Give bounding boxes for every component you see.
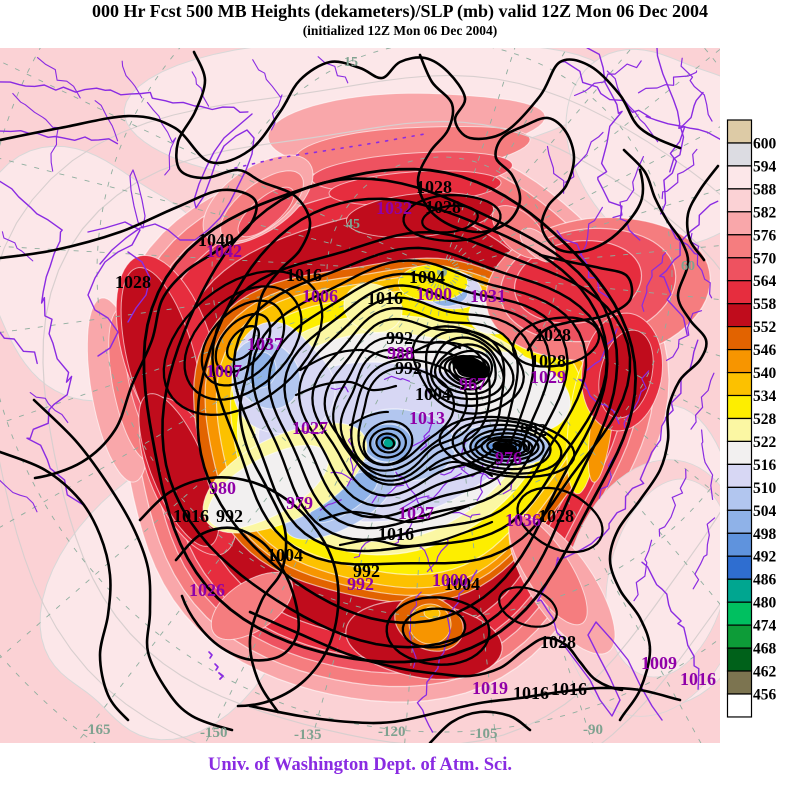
svg-text:594: 594 <box>753 158 777 175</box>
svg-text:552: 552 <box>753 319 777 336</box>
svg-text:1000: 1000 <box>432 570 468 590</box>
svg-text:1042: 1042 <box>206 241 242 261</box>
svg-text:570: 570 <box>753 250 777 267</box>
svg-text:992: 992 <box>520 420 547 440</box>
svg-text:480: 480 <box>753 595 777 612</box>
svg-text:1016: 1016 <box>367 288 403 308</box>
svg-text:1028: 1028 <box>535 325 571 345</box>
svg-text:1016: 1016 <box>378 524 414 544</box>
svg-text:1028: 1028 <box>530 351 566 371</box>
svg-text:1028: 1028 <box>416 177 452 197</box>
svg-text:992: 992 <box>347 574 374 594</box>
svg-text:528: 528 <box>753 411 777 428</box>
svg-text:967: 967 <box>459 374 486 394</box>
svg-text:992: 992 <box>395 358 422 378</box>
svg-text:976: 976 <box>495 448 522 468</box>
svg-text:-90: -90 <box>583 722 603 738</box>
svg-text:-135: -135 <box>294 727 322 743</box>
svg-text:492: 492 <box>753 549 777 566</box>
svg-text:992: 992 <box>386 328 413 348</box>
svg-text:60: 60 <box>681 259 695 274</box>
svg-text:45: 45 <box>346 217 360 232</box>
svg-text:980: 980 <box>209 478 236 498</box>
svg-text:600: 600 <box>753 136 777 153</box>
svg-text:1009: 1009 <box>641 653 677 673</box>
svg-text:1028: 1028 <box>115 272 151 292</box>
svg-text:468: 468 <box>753 641 777 658</box>
svg-text:504: 504 <box>753 503 777 520</box>
svg-text:-105: -105 <box>470 726 498 742</box>
svg-text:540: 540 <box>753 365 777 382</box>
svg-text:474: 474 <box>753 618 777 635</box>
svg-text:1028: 1028 <box>538 506 574 526</box>
svg-text:576: 576 <box>753 227 777 244</box>
svg-text:979: 979 <box>286 493 313 513</box>
svg-text:1006: 1006 <box>302 286 338 306</box>
svg-text:-150: -150 <box>200 725 228 741</box>
svg-text:980: 980 <box>504 436 531 456</box>
svg-text:1026: 1026 <box>189 580 225 600</box>
svg-text:1016: 1016 <box>286 265 322 285</box>
svg-text:534: 534 <box>753 388 777 405</box>
svg-text:1013: 1013 <box>409 408 445 428</box>
svg-text:992: 992 <box>216 506 243 526</box>
svg-text:456: 456 <box>753 687 777 704</box>
svg-text:510: 510 <box>753 480 777 497</box>
svg-text:462: 462 <box>753 664 777 681</box>
svg-text:1016: 1016 <box>513 683 549 703</box>
svg-text:1016: 1016 <box>680 669 716 689</box>
svg-text:1027: 1027 <box>292 418 328 438</box>
svg-text:582: 582 <box>753 204 777 221</box>
svg-text:1027: 1027 <box>398 503 434 523</box>
svg-text:1004: 1004 <box>409 267 445 287</box>
svg-text:-165: -165 <box>83 722 111 738</box>
svg-text:1032: 1032 <box>376 198 412 218</box>
svg-text:516: 516 <box>753 457 777 474</box>
svg-text:1037: 1037 <box>247 334 283 354</box>
svg-text:988: 988 <box>387 343 414 363</box>
svg-text:-120: -120 <box>378 724 406 740</box>
svg-text:1004: 1004 <box>267 545 303 565</box>
svg-text:1004: 1004 <box>415 384 451 404</box>
svg-text:486: 486 <box>753 572 777 589</box>
svg-text:558: 558 <box>753 296 777 313</box>
svg-text:1036: 1036 <box>505 510 541 530</box>
svg-text:1004: 1004 <box>444 574 480 594</box>
svg-text:1019: 1019 <box>472 678 508 698</box>
svg-text:1028: 1028 <box>540 632 576 652</box>
svg-text:1016: 1016 <box>551 679 587 699</box>
svg-text:1031: 1031 <box>470 286 506 306</box>
svg-text:498: 498 <box>753 526 777 543</box>
svg-text:1007: 1007 <box>206 361 242 381</box>
svg-text:588: 588 <box>753 181 777 198</box>
svg-text:1016: 1016 <box>173 506 209 526</box>
svg-text:1029: 1029 <box>530 367 566 387</box>
svg-text:1028: 1028 <box>425 197 461 217</box>
svg-text:15: 15 <box>344 55 358 70</box>
svg-text:546: 546 <box>753 342 777 359</box>
svg-text:1040: 1040 <box>198 230 234 250</box>
svg-text:992: 992 <box>353 561 380 581</box>
svg-text:564: 564 <box>753 273 777 290</box>
svg-text:522: 522 <box>753 434 777 451</box>
svg-text:1000: 1000 <box>416 284 452 304</box>
